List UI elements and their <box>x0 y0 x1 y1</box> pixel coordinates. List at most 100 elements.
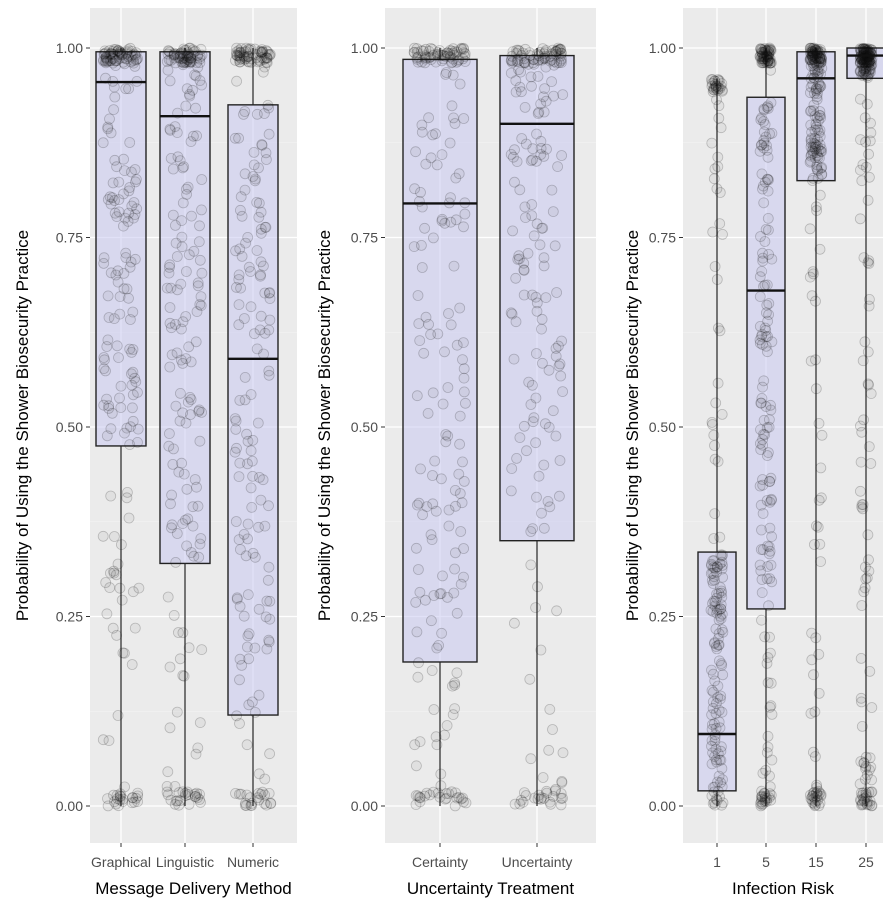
data-point <box>756 265 768 277</box>
data-point <box>428 590 440 601</box>
data-point <box>816 53 827 65</box>
data-point <box>109 207 121 219</box>
data-point <box>708 429 720 441</box>
data-point <box>857 355 869 367</box>
data-point <box>717 797 729 809</box>
data-point <box>811 787 822 798</box>
data-point <box>866 702 878 713</box>
data-point <box>715 80 727 92</box>
data-point <box>166 349 178 361</box>
data-point <box>239 51 250 63</box>
data-point <box>454 410 466 422</box>
data-point <box>265 798 277 809</box>
data-point <box>164 46 176 58</box>
box-5 <box>746 42 786 812</box>
data-point <box>761 101 773 113</box>
data-point <box>173 787 185 798</box>
data-point <box>550 350 562 362</box>
data-point <box>713 322 724 334</box>
data-point <box>809 138 821 150</box>
data-point <box>127 55 139 66</box>
data-point <box>248 328 260 340</box>
data-point <box>716 85 728 97</box>
data-point <box>443 308 454 319</box>
data-point <box>105 48 117 59</box>
data-point <box>866 786 878 798</box>
data-point <box>103 735 115 746</box>
data-point <box>811 163 823 175</box>
data-point <box>810 52 821 63</box>
data-point <box>122 44 134 56</box>
data-point <box>240 800 252 811</box>
data-point <box>106 192 118 204</box>
data-point <box>180 57 192 68</box>
box-graphical <box>95 42 147 812</box>
data-point <box>713 716 725 728</box>
data-point <box>174 50 186 61</box>
data-point <box>102 793 113 804</box>
data-point <box>756 790 768 802</box>
data-point <box>256 139 268 150</box>
data-point <box>715 610 726 622</box>
data-point <box>260 56 272 68</box>
data-point <box>188 245 200 257</box>
data-point <box>858 43 869 54</box>
data-point <box>710 641 722 652</box>
data-point <box>762 103 774 114</box>
data-point <box>243 43 255 55</box>
data-point <box>182 50 194 62</box>
data-point <box>866 774 877 786</box>
data-point <box>807 148 819 160</box>
data-point <box>509 798 521 810</box>
data-point <box>706 560 717 572</box>
data-point <box>543 421 555 433</box>
data-point <box>408 42 420 54</box>
data-point <box>168 49 180 61</box>
data-point <box>714 558 726 570</box>
data-point <box>458 363 470 375</box>
data-point <box>860 561 871 573</box>
data-point <box>544 501 556 513</box>
data-point <box>815 462 827 474</box>
data-point <box>863 57 875 68</box>
data-point <box>549 785 561 797</box>
data-point <box>165 522 177 534</box>
data-point <box>756 44 768 55</box>
data-point <box>808 48 820 59</box>
data-point <box>113 176 125 188</box>
data-point <box>455 793 467 805</box>
data-point <box>759 44 771 56</box>
data-point <box>459 51 471 62</box>
data-point <box>185 52 197 64</box>
data-point <box>808 137 820 149</box>
data-point <box>550 49 562 60</box>
data-point <box>449 118 461 129</box>
data-point <box>410 760 422 772</box>
data-point <box>414 586 426 598</box>
data-point <box>505 307 517 319</box>
data-point <box>259 287 271 299</box>
data-point <box>436 55 448 67</box>
data-point <box>457 53 469 65</box>
data-point <box>716 585 727 597</box>
data-point <box>196 174 208 185</box>
data-point <box>260 154 272 165</box>
data-point <box>231 442 242 454</box>
data-point <box>506 50 518 62</box>
data-point <box>761 50 773 61</box>
data-point <box>254 55 266 67</box>
data-point <box>177 670 189 681</box>
data-point <box>759 176 771 188</box>
data-point <box>248 146 260 158</box>
data-point <box>515 795 527 806</box>
data-point <box>758 51 770 63</box>
data-point <box>252 792 264 804</box>
data-point <box>244 792 256 803</box>
data-point <box>758 116 769 127</box>
data-point <box>448 112 459 124</box>
data-point <box>552 42 564 54</box>
x-tick-label: 1 <box>713 854 721 870</box>
x-axis-title: Message Delivery Method <box>95 879 292 898</box>
data-point <box>127 586 139 598</box>
data-point <box>806 45 818 57</box>
